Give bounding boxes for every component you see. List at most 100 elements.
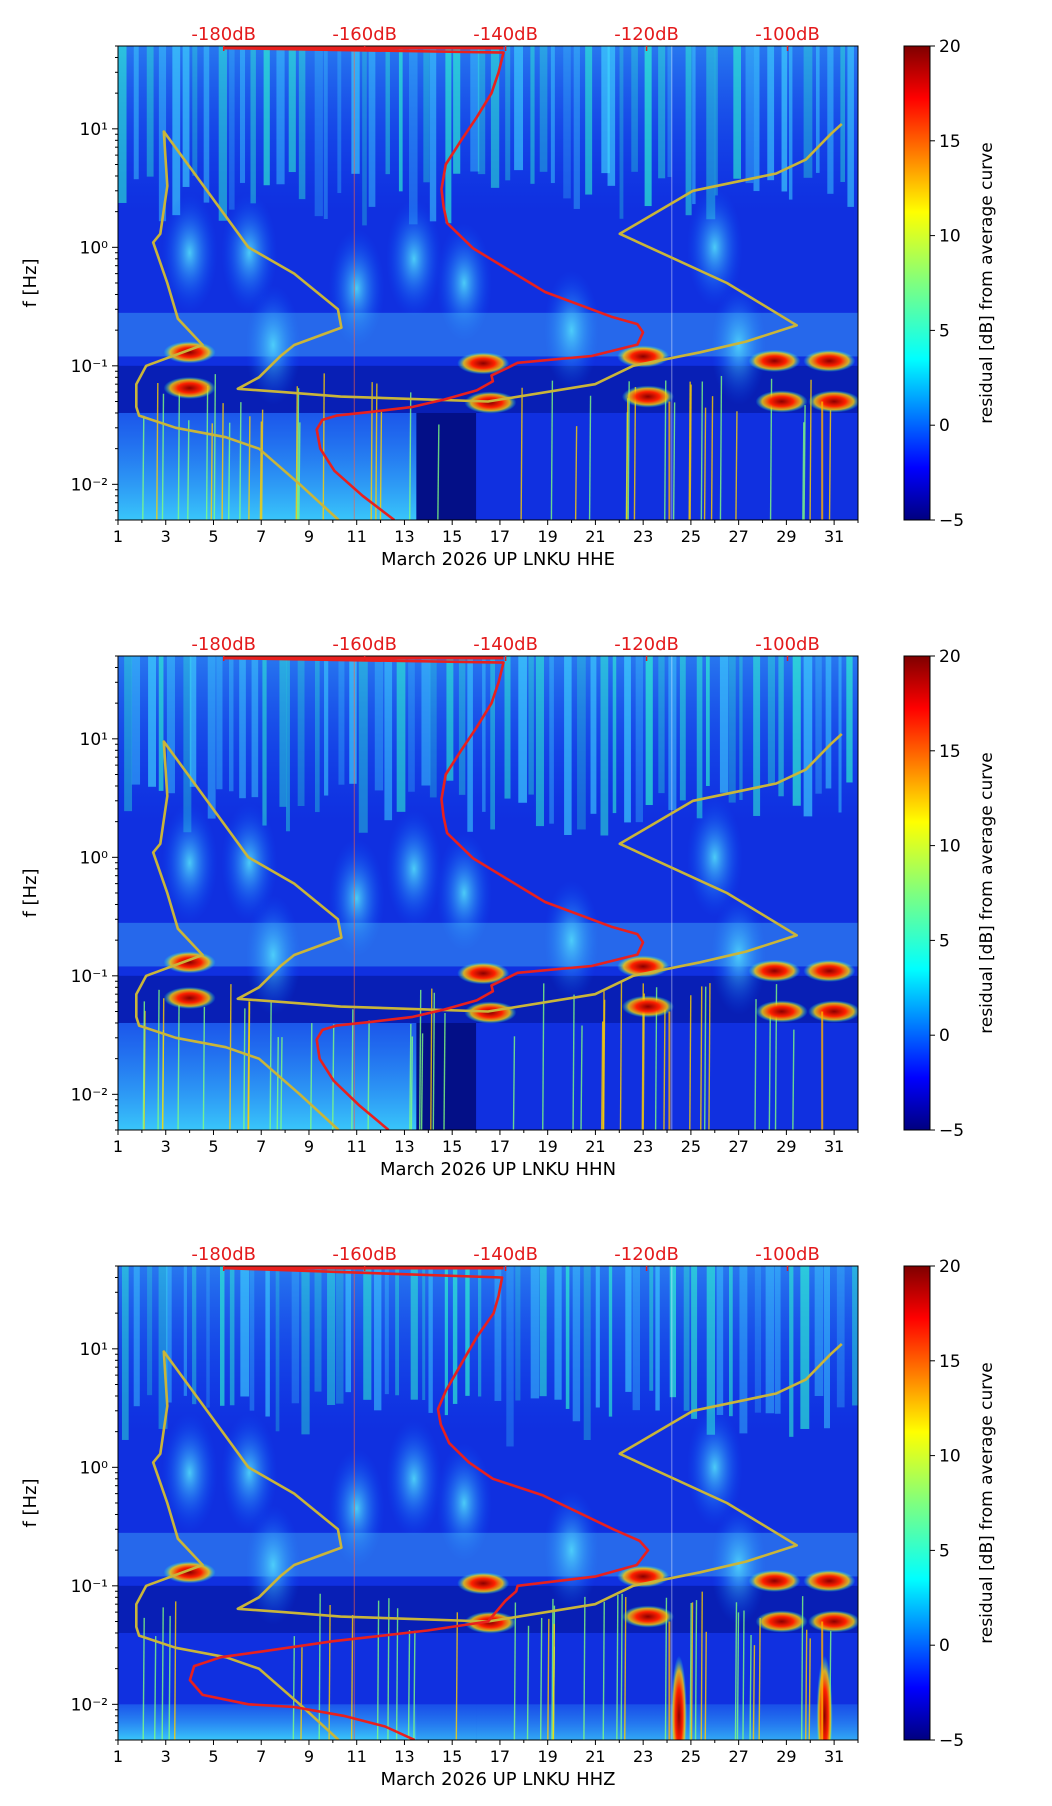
- colorbar-tick-label: 20: [939, 647, 961, 667]
- transient-spike: [142, 415, 145, 520]
- energy-glow: [161, 1412, 218, 1533]
- streak: [792, 656, 801, 806]
- streak: [530, 1266, 540, 1399]
- x-tick-label: 21: [585, 1747, 605, 1766]
- energy-glow: [436, 833, 493, 953]
- transient-spike: [572, 994, 575, 1130]
- streak: [251, 656, 259, 798]
- transient-spike: [588, 395, 592, 520]
- streak: [705, 656, 710, 787]
- streak: [655, 1266, 660, 1411]
- y-tick-label: 10⁰: [80, 238, 109, 258]
- colorbar-tick-label: 10: [939, 837, 961, 857]
- streak: [554, 1266, 562, 1400]
- streak: [345, 1266, 352, 1393]
- high-frequency-band: [118, 656, 858, 822]
- streak: [549, 656, 554, 824]
- energy-hot-spot: [457, 1572, 510, 1595]
- streak: [275, 1266, 280, 1432]
- streak: [506, 1266, 514, 1447]
- streak: [385, 46, 390, 175]
- db-tick-label: -140dB: [473, 1244, 538, 1265]
- streak: [408, 656, 415, 792]
- streak: [827, 46, 834, 194]
- transient-spike: [792, 1029, 795, 1130]
- streak: [714, 46, 718, 196]
- streak: [131, 656, 141, 785]
- y-tick-label: 10⁻²: [71, 475, 108, 495]
- streak: [815, 656, 822, 794]
- streak: [607, 46, 616, 186]
- streak: [285, 656, 290, 832]
- streak: [396, 656, 406, 812]
- transient-spike: [351, 1009, 354, 1130]
- streak: [619, 46, 624, 219]
- y-axis-label: f [Hz]: [20, 1478, 41, 1527]
- transient-spike: [387, 1598, 390, 1740]
- energy-glow: [386, 1418, 442, 1539]
- y-tick-label: 10⁻¹: [71, 1577, 108, 1597]
- streak: [565, 1266, 570, 1409]
- streak: [550, 46, 555, 184]
- energy-hot-spot: [457, 352, 510, 375]
- energy-glow: [386, 808, 442, 929]
- transient-spike: [437, 424, 440, 520]
- x-tick-label: 1: [113, 1747, 123, 1766]
- energy-hot-spot: [464, 1611, 517, 1634]
- streak: [612, 656, 617, 814]
- streak: [774, 1266, 781, 1414]
- transient-spike: [550, 380, 554, 520]
- x-tick-label: 19: [537, 1137, 557, 1156]
- x-tick-label: 3: [161, 527, 171, 546]
- db-tick-label: -160dB: [332, 1244, 397, 1265]
- transient-spike: [292, 1636, 296, 1740]
- streak: [358, 656, 368, 833]
- colorbar-tick-label: 5: [939, 321, 950, 341]
- transient-spike: [213, 374, 217, 520]
- streak: [595, 1266, 600, 1408]
- transient-spike: [174, 1601, 177, 1740]
- streak: [349, 656, 357, 784]
- energy-glow: [710, 284, 767, 405]
- streak: [590, 656, 597, 814]
- transient-spike: [700, 986, 703, 1130]
- energy-hot-spot: [803, 1569, 856, 1592]
- energy-hot-spot: [621, 385, 674, 408]
- low-frequency-band-late: [476, 1704, 858, 1740]
- transient-spike: [620, 1593, 623, 1740]
- x-tick-label: 27: [728, 1137, 748, 1156]
- transient-spike: [672, 402, 676, 520]
- heatmap-area: [118, 656, 858, 1130]
- streak: [351, 46, 360, 174]
- energy-hot-spot: [803, 349, 856, 372]
- streak: [262, 656, 267, 826]
- x-tick-label: 29: [776, 1137, 796, 1156]
- streak: [789, 1266, 794, 1437]
- transient-spike: [162, 998, 165, 1130]
- transient-spike: [177, 383, 181, 520]
- x-axis-label: March 2026 UP LNKU HHE: [381, 549, 615, 570]
- energy-hot-spot: [621, 1605, 674, 1628]
- transient-spike: [143, 1010, 146, 1130]
- db-tick-label: -120dB: [614, 634, 679, 655]
- energy-glow: [221, 192, 278, 313]
- streak: [147, 1266, 153, 1396]
- colorbar-tick-label: −5: [939, 1121, 964, 1141]
- streak: [632, 1266, 640, 1411]
- energy-hot-spot: [464, 1001, 517, 1024]
- streak: [669, 1266, 677, 1398]
- y-tick-label: 10¹: [80, 1340, 108, 1360]
- streak: [505, 46, 511, 181]
- x-tick-label: 19: [537, 527, 557, 546]
- streak: [573, 46, 580, 209]
- x-tick-label: 23: [633, 1137, 653, 1156]
- secondary-microseism-band: [118, 312, 858, 357]
- streak: [668, 656, 677, 810]
- x-tick-label: 31: [824, 1137, 844, 1156]
- x-tick-label: 17: [490, 1747, 510, 1766]
- low-frequency-gap: [416, 1704, 477, 1740]
- energy-glow: [710, 894, 767, 1015]
- streak: [189, 656, 197, 787]
- streak: [410, 1266, 418, 1400]
- transient-spike: [735, 411, 738, 520]
